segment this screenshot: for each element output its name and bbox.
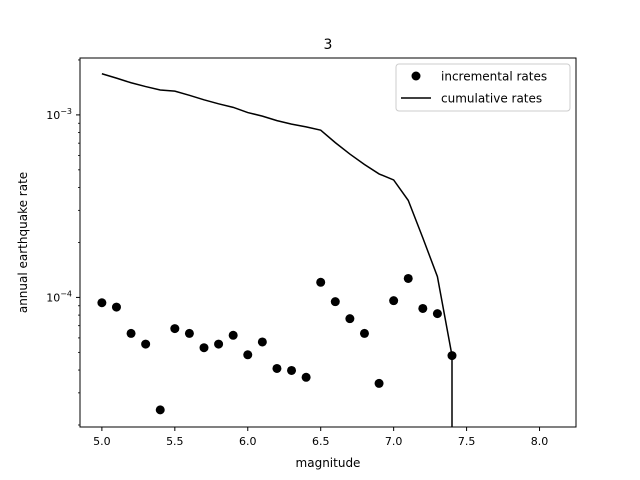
incremental-rate-point	[170, 324, 180, 334]
cumulative-rates-line	[101, 73, 453, 427]
series-group	[97, 73, 457, 427]
incremental-rate-point	[257, 337, 267, 347]
x-tick-label: 6.5	[312, 435, 330, 448]
incremental-rate-point	[316, 277, 326, 287]
x-tick-label: 7.5	[458, 435, 476, 448]
incremental-rate-point	[184, 328, 194, 338]
incremental-rate-point	[330, 297, 340, 307]
y-tick-label: 10−3	[46, 107, 72, 122]
incremental-rate-point	[243, 350, 253, 360]
incremental-rate-point	[214, 339, 224, 349]
incremental-rate-point	[359, 328, 369, 338]
x-axis-label: magnitude	[296, 456, 361, 470]
incremental-rate-point	[389, 296, 399, 306]
x-tick-label: 6.0	[239, 435, 257, 448]
legend-box	[395, 63, 571, 112]
y-axis-label: annual earthquake rate	[16, 172, 30, 313]
legend: incremental rates cumulative rates	[395, 63, 571, 112]
incremental-rate-point	[418, 303, 428, 313]
x-tick-label: 7.0	[385, 435, 403, 448]
x-axis: 5.0 5.5 6.0 6.5 7.0 7.5 8.0	[93, 427, 548, 448]
x-tick-label: 5.0	[93, 435, 111, 448]
incremental-rate-point	[126, 328, 136, 338]
incremental-rate-point	[272, 363, 282, 373]
x-tick-label: 5.5	[166, 435, 184, 448]
incremental-rate-point	[97, 298, 107, 308]
legend-label-cumulative: cumulative rates	[441, 92, 542, 106]
legend-marker-incremental	[411, 71, 421, 81]
incremental-rate-point	[141, 339, 151, 349]
incremental-rate-point	[199, 343, 209, 353]
incremental-rate-point	[447, 351, 457, 361]
y-axis: 10−4 10−3	[46, 59, 80, 426]
chart-title: 3	[324, 37, 333, 53]
axes-frame	[79, 57, 577, 428]
incremental-rate-point	[287, 365, 297, 375]
incremental-rate-point	[155, 405, 165, 415]
incremental-rate-point	[432, 309, 442, 319]
legend-label-incremental: incremental rates	[441, 70, 547, 84]
y-tick-label: 10−4	[46, 289, 72, 304]
incremental-rate-point	[111, 302, 121, 312]
x-tick-label: 8.0	[531, 435, 549, 448]
incremental-rate-point	[403, 273, 413, 283]
incremental-rate-point	[301, 372, 311, 382]
incremental-rate-point	[374, 378, 384, 388]
incremental-rate-point	[228, 330, 238, 340]
incremental-rate-point	[345, 314, 355, 324]
plot-area	[97, 73, 457, 427]
